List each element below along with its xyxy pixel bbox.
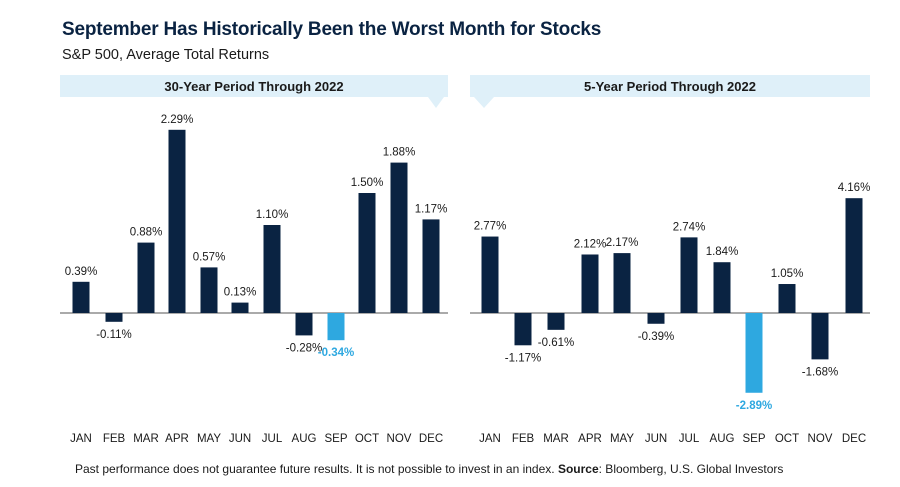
value-label-5yr-jul: 2.74% [673,221,706,233]
tick-5yr-nov: NOV [808,433,833,445]
value-label-5yr-may: 2.17% [606,237,639,249]
bar-5yr-apr [581,254,599,313]
panel-30yr-title: 30-Year Period Through 2022 [164,79,343,94]
value-label-30yr-may: 0.57% [193,251,226,263]
value-label-5yr-nov: -1.68% [802,366,838,378]
value-label-5yr-dec: 4.16% [838,182,871,194]
value-label-5yr-jun: -0.39% [638,331,674,343]
value-label-5yr-apr: 2.12% [574,238,607,250]
value-label-30yr-jun: 0.13% [224,287,257,299]
bar-30yr-jul [263,225,281,313]
tick-5yr-aug: AUG [710,433,735,445]
bar-5yr-mar [547,313,565,330]
value-label-30yr-feb: -0.11% [96,329,132,341]
panel-5yr-title: 5-Year Period Through 2022 [584,79,756,94]
value-label-5yr-oct: 1.05% [771,268,804,280]
tick-30yr-apr: APR [165,433,189,445]
bar-5yr-nov [811,313,829,360]
tick-30yr-feb: FEB [103,433,126,445]
value-label-5yr-sep: -2.89% [736,400,772,412]
panel-5yr-banner [470,75,870,108]
tick-30yr-may: MAY [197,433,221,445]
footer-note: Past performance does not guarantee futu… [75,462,783,476]
tick-5yr-apr: APR [578,433,602,445]
chart-title: September Has Historically Been the Wors… [62,19,602,40]
tick-5yr-jun: JUN [645,433,667,445]
tick-30yr-oct: OCT [355,433,379,445]
bar-30yr-sep [327,313,345,341]
tick-5yr-sep: SEP [742,433,765,445]
tick-5yr-jan: JAN [479,433,501,445]
value-label-30yr-jan: 0.39% [65,266,98,278]
bar-5yr-aug [713,262,731,313]
bar-5yr-may [613,253,631,313]
tick-30yr-sep: SEP [324,433,347,445]
bar-30yr-nov [390,162,408,313]
tick-30yr-jan: JAN [70,433,92,445]
bar-5yr-jul [680,237,698,313]
tick-30yr-jun: JUN [229,433,251,445]
bar-5yr-feb [514,313,532,346]
value-label-30yr-jul: 1.10% [256,209,289,221]
value-label-30yr-nov: 1.88% [383,147,416,159]
chart-subtitle: S&P 500, Average Total Returns [62,47,270,63]
value-label-30yr-oct: 1.50% [351,177,384,189]
bar-5yr-oct [778,284,796,313]
panel-30yr-banner [60,75,448,108]
bar-5yr-sep [745,313,763,393]
value-label-5yr-mar: -0.61% [538,337,574,349]
bar-30yr-jun [231,302,249,313]
tick-30yr-jul: JUL [262,433,283,445]
footer-disclaimer: Past performance does not guarantee futu… [75,462,555,476]
bar-30yr-apr [168,129,186,313]
value-label-30yr-apr: 2.29% [161,114,194,126]
bar-5yr-dec [845,198,863,313]
bar-5yr-jun [647,313,665,324]
bar-30yr-may [200,267,218,313]
tick-5yr-mar: MAR [543,433,569,445]
tick-30yr-aug: AUG [292,433,317,445]
footer-source-label: Source [557,462,599,476]
value-label-30yr-aug: -0.28% [286,342,322,354]
bar-30yr-mar [137,242,155,313]
tick-5yr-jul: JUL [679,433,700,445]
tick-5yr-feb: FEB [512,433,535,445]
tick-30yr-nov: NOV [387,433,412,445]
bar-30yr-feb [105,313,123,322]
value-label-5yr-aug: 1.84% [706,246,739,258]
tick-5yr-dec: DEC [842,433,866,445]
charts-canvas: 30-Year Period Through 2022 0.39% JAN -0.11… [60,75,871,445]
bar-5yr-jan [481,236,499,313]
tick-5yr-oct: OCT [775,433,799,445]
value-label-5yr-jan: 2.77% [474,221,507,233]
tick-30yr-mar: MAR [133,433,159,445]
bar-30yr-dec [422,219,440,313]
value-label-5yr-feb: -1.17% [505,352,541,364]
bar-30yr-jan [72,281,90,313]
tick-30yr-dec: DEC [419,433,443,445]
bar-30yr-oct [358,193,376,313]
value-label-30yr-mar: 0.88% [130,227,163,239]
bar-30yr-aug [295,313,313,336]
tick-5yr-may: MAY [610,433,634,445]
value-label-30yr-dec: 1.17% [415,203,448,215]
value-label-30yr-sep: -0.34% [318,347,354,359]
footer-source-text: : Bloomberg, U.S. Global Investors [598,462,784,476]
